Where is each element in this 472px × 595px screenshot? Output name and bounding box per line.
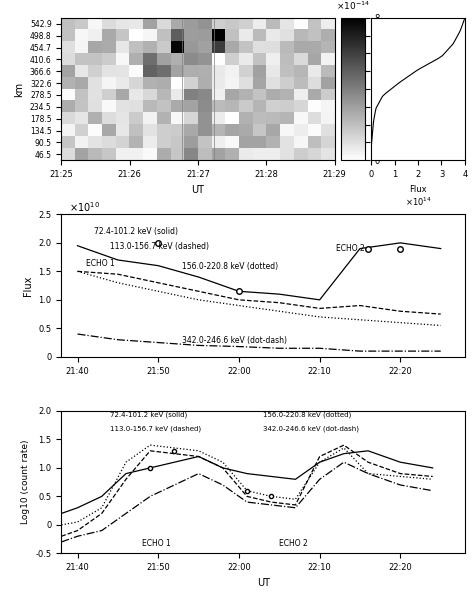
Text: ECHO 2: ECHO 2 xyxy=(279,539,308,548)
Y-axis label: Flux: Flux xyxy=(23,275,33,296)
Text: 342.0-246.6 keV (dot-dash): 342.0-246.6 keV (dot-dash) xyxy=(182,336,287,345)
Text: ECHO 1: ECHO 1 xyxy=(85,259,114,268)
Text: 72.4-101.2 keV (solid): 72.4-101.2 keV (solid) xyxy=(93,227,177,236)
Text: 113.0-156.7 keV (dashed): 113.0-156.7 keV (dashed) xyxy=(110,242,209,250)
Text: ECHO 2: ECHO 2 xyxy=(336,245,364,253)
Text: 72.4-101.2 keV (solid): 72.4-101.2 keV (solid) xyxy=(110,412,187,418)
X-axis label: UT: UT xyxy=(192,184,204,195)
Text: 113.0-156.7 keV (dashed): 113.0-156.7 keV (dashed) xyxy=(110,426,201,433)
Y-axis label: Log10 (count rate): Log10 (count rate) xyxy=(21,440,30,524)
Y-axis label: km: km xyxy=(14,82,24,96)
Text: 156.0-220.8 keV (dotted): 156.0-220.8 keV (dotted) xyxy=(182,262,278,271)
Text: ECHO 1: ECHO 1 xyxy=(142,539,171,548)
Text: $\times10^{-14}$: $\times10^{-14}$ xyxy=(336,0,370,12)
Text: $\times10^{10}$: $\times10^{10}$ xyxy=(69,200,101,214)
X-axis label: Flux
$\times10^{14}$: Flux $\times10^{14}$ xyxy=(405,184,431,208)
X-axis label: UT: UT xyxy=(257,578,270,588)
Text: 156.0-220.8 keV (dotted): 156.0-220.8 keV (dotted) xyxy=(263,412,351,418)
Text: 342.0-246.6 keV (dot-dash): 342.0-246.6 keV (dot-dash) xyxy=(263,426,359,433)
